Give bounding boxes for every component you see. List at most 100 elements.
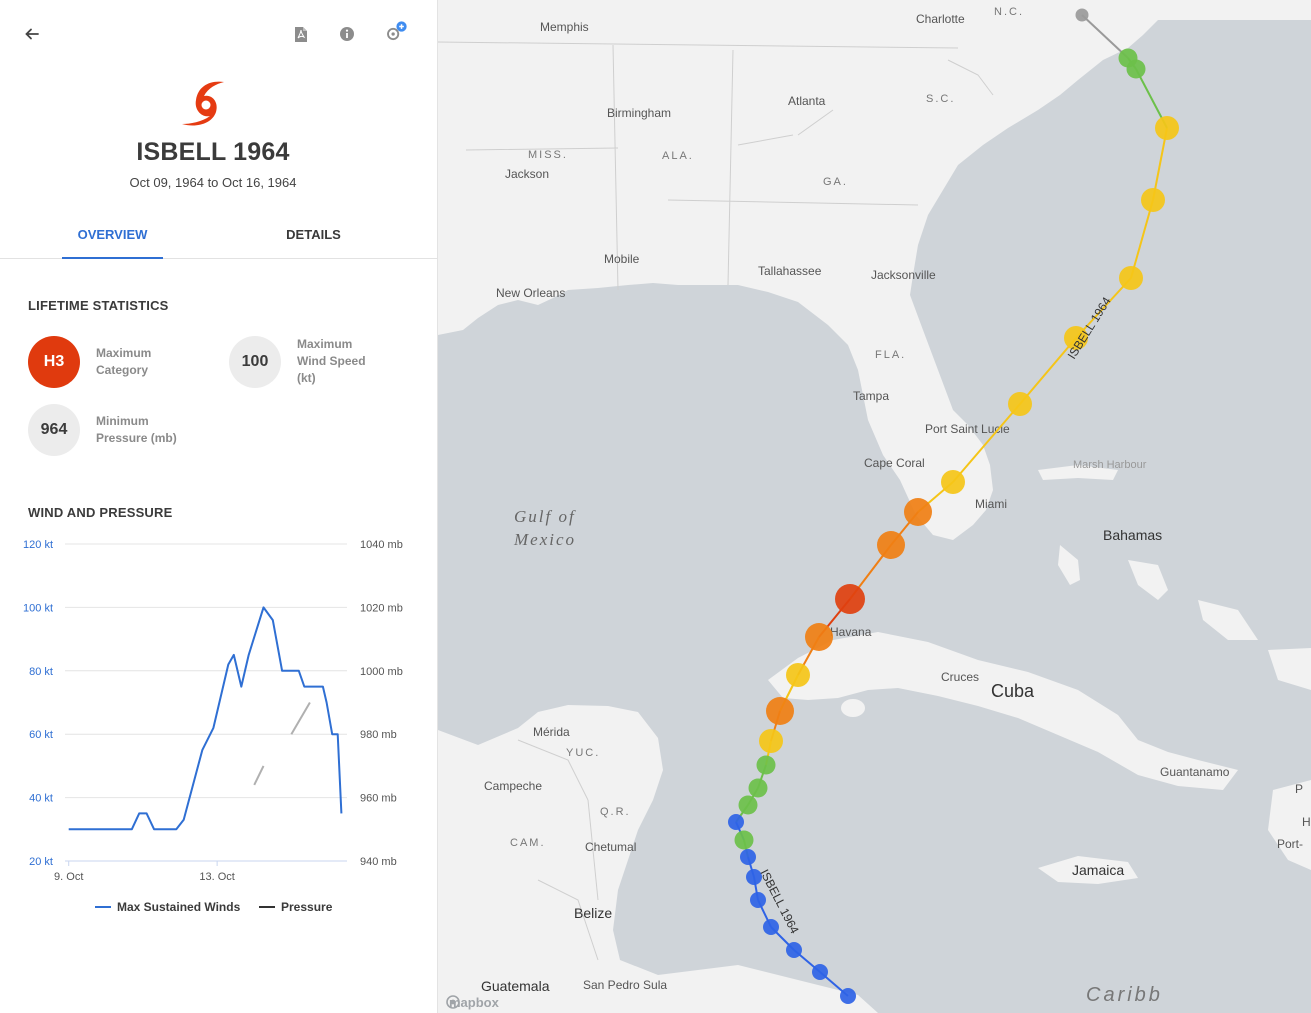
y-left-tick-label: 100 kt <box>23 602 53 614</box>
add-location-button[interactable] <box>381 20 409 48</box>
max-category-badge: H3 <box>28 336 80 388</box>
track-point-h2[interactable] <box>805 623 833 651</box>
track-point-td[interactable] <box>728 814 744 830</box>
info-icon <box>340 27 354 41</box>
legend-pressure-swatch <box>259 906 275 908</box>
map-label-marsh-harbour: Marsh Harbour <box>1073 459 1147 471</box>
map-label-memphis: Memphis <box>540 20 589 34</box>
map-label-chetumal: Chetumal <box>585 840 637 854</box>
pdf-download-button[interactable] <box>287 20 315 48</box>
max-wind-badge: 100 <box>229 336 281 388</box>
tab-details[interactable]: DETAILS <box>286 227 341 242</box>
map-label-cam: CAM. <box>510 837 546 849</box>
map-label-guantanamo: Guantanamo <box>1160 765 1230 779</box>
map-label-tampa: Tampa <box>853 389 890 403</box>
track-point-td[interactable] <box>763 919 779 935</box>
track-point-h1[interactable] <box>941 470 965 494</box>
map-label-ga: GA. <box>823 176 848 188</box>
land-bahamas-2 <box>1058 545 1080 585</box>
land-bahamas-4 <box>1198 600 1258 640</box>
track-point-h1[interactable] <box>1064 326 1088 350</box>
hurricane-icon <box>182 81 224 126</box>
map-label-gulf-of-mexico: Mexico <box>514 530 577 549</box>
basemap <box>438 0 1311 1013</box>
max-wind-label: Maximum Wind Speed (kt) <box>297 336 366 387</box>
track-point-td[interactable] <box>840 988 856 1004</box>
land-bahamas-3 <box>1128 560 1168 600</box>
map-label-miami: Miami <box>975 497 1007 511</box>
storm-date-range: Oct 09, 1964 to Oct 16, 1964 <box>129 175 297 190</box>
track-point-ts[interactable] <box>738 795 758 815</box>
panel-toolbar <box>0 0 438 66</box>
map-label-bahamas: Bahamas <box>1103 527 1163 543</box>
track-point-h1[interactable] <box>786 663 810 687</box>
track-point-h2[interactable] <box>904 498 932 526</box>
pdf-icon <box>295 26 307 42</box>
y-right-tick-label: 1020 mb <box>360 602 403 614</box>
x-tick-label: 9. Oct <box>54 871 83 883</box>
tab-overview[interactable]: OVERVIEW <box>62 218 163 259</box>
map-label-jacksonville: Jacksonville <box>871 268 936 282</box>
map-label-belize: Belize <box>574 905 613 921</box>
storm-title: ISBELL 1964 <box>136 138 290 166</box>
map-label-jamaica: Jamaica <box>1072 862 1125 878</box>
map-label-new-orleans: New Orleans <box>496 286 566 300</box>
track-point-td[interactable] <box>746 869 762 885</box>
track-point-h1[interactable] <box>1155 116 1179 140</box>
state-borders <box>438 41 994 961</box>
min-pressure-label-line: Pressure (mb) <box>96 431 177 445</box>
storm-track-map[interactable]: Memphis Charlotte N.C. Birmingham Atlanta S.C… <box>438 0 1311 1013</box>
y-left-tick-label: 20 kt <box>29 856 53 868</box>
track-point-ts[interactable] <box>734 830 754 850</box>
track-point-td[interactable] <box>812 964 828 980</box>
track-segment <box>1081 14 1129 59</box>
map-label-cape-coral: Cape Coral <box>864 456 925 470</box>
x-tick-label: 13. Oct <box>199 871 234 883</box>
map-label-nc: N.C. <box>994 6 1024 18</box>
info-button[interactable] <box>333 20 361 48</box>
pressure-series-segment <box>290 701 311 735</box>
map-label-havana: Havana <box>830 625 872 639</box>
track-point-td[interactable] <box>750 892 766 908</box>
track-point-ts[interactable] <box>748 778 768 798</box>
track-point-h1[interactable] <box>759 729 783 753</box>
max-wind-label-line: (kt) <box>297 371 316 385</box>
min-pressure-label-line: Minimum <box>96 414 149 428</box>
track-point-ts[interactable] <box>756 755 776 775</box>
min-pressure-badge: 964 <box>28 404 80 456</box>
panel-tabs: OVERVIEW DETAILS <box>0 218 438 259</box>
track-point-h2[interactable] <box>877 531 905 559</box>
storm-detail-panel: ISBELL 1964 Oct 09, 1964 to Oct 16, 1964… <box>0 0 438 1013</box>
legend-pressure[interactable]: Pressure <box>259 900 332 914</box>
y-right-tick-label: 980 mb <box>360 729 397 741</box>
track-point-h1[interactable] <box>1119 266 1143 290</box>
track-point-td[interactable] <box>786 942 802 958</box>
map-label-fla: FLA. <box>875 349 907 361</box>
map-label-charlotte: Charlotte <box>916 12 965 26</box>
track-segment <box>1019 337 1077 405</box>
track-point-h1[interactable] <box>1008 392 1032 416</box>
back-button[interactable] <box>18 20 46 48</box>
max-wind-label-line: Wind Speed <box>297 354 366 368</box>
map-label-atlanta: Atlanta <box>788 94 826 108</box>
map-label-tallahassee: Tallahassee <box>758 264 822 278</box>
track-point-td[interactable] <box>740 849 756 865</box>
location-add-icon <box>387 21 407 41</box>
legend-winds[interactable]: Max Sustained Winds <box>95 900 240 914</box>
track-point-h2[interactable] <box>766 697 794 725</box>
wind-pressure-chart: 20 kt 940 mb 40 kt 960 mb 60 kt 980 mb 80 kt 10… <box>23 539 403 883</box>
y-right-tick-label: 960 mb <box>360 793 397 805</box>
map-label-yuc: YUC. <box>566 747 601 759</box>
track-point-ts[interactable] <box>1118 48 1138 68</box>
land-isle-of-youth <box>841 699 865 717</box>
map-label-cruces: Cruces <box>941 670 980 684</box>
map-label-port-saint-lucie: Port Saint Lucie <box>925 422 1010 436</box>
map-label-pc: P <box>1295 782 1304 796</box>
y-right-tick-label: 1000 mb <box>360 666 403 678</box>
map-label-sc: S.C. <box>926 93 956 105</box>
track-point-ex[interactable] <box>1075 8 1089 22</box>
track-point-h1[interactable] <box>1141 188 1165 212</box>
track-point-h3[interactable] <box>835 584 865 614</box>
legend-pressure-label: Pressure <box>281 900 333 914</box>
